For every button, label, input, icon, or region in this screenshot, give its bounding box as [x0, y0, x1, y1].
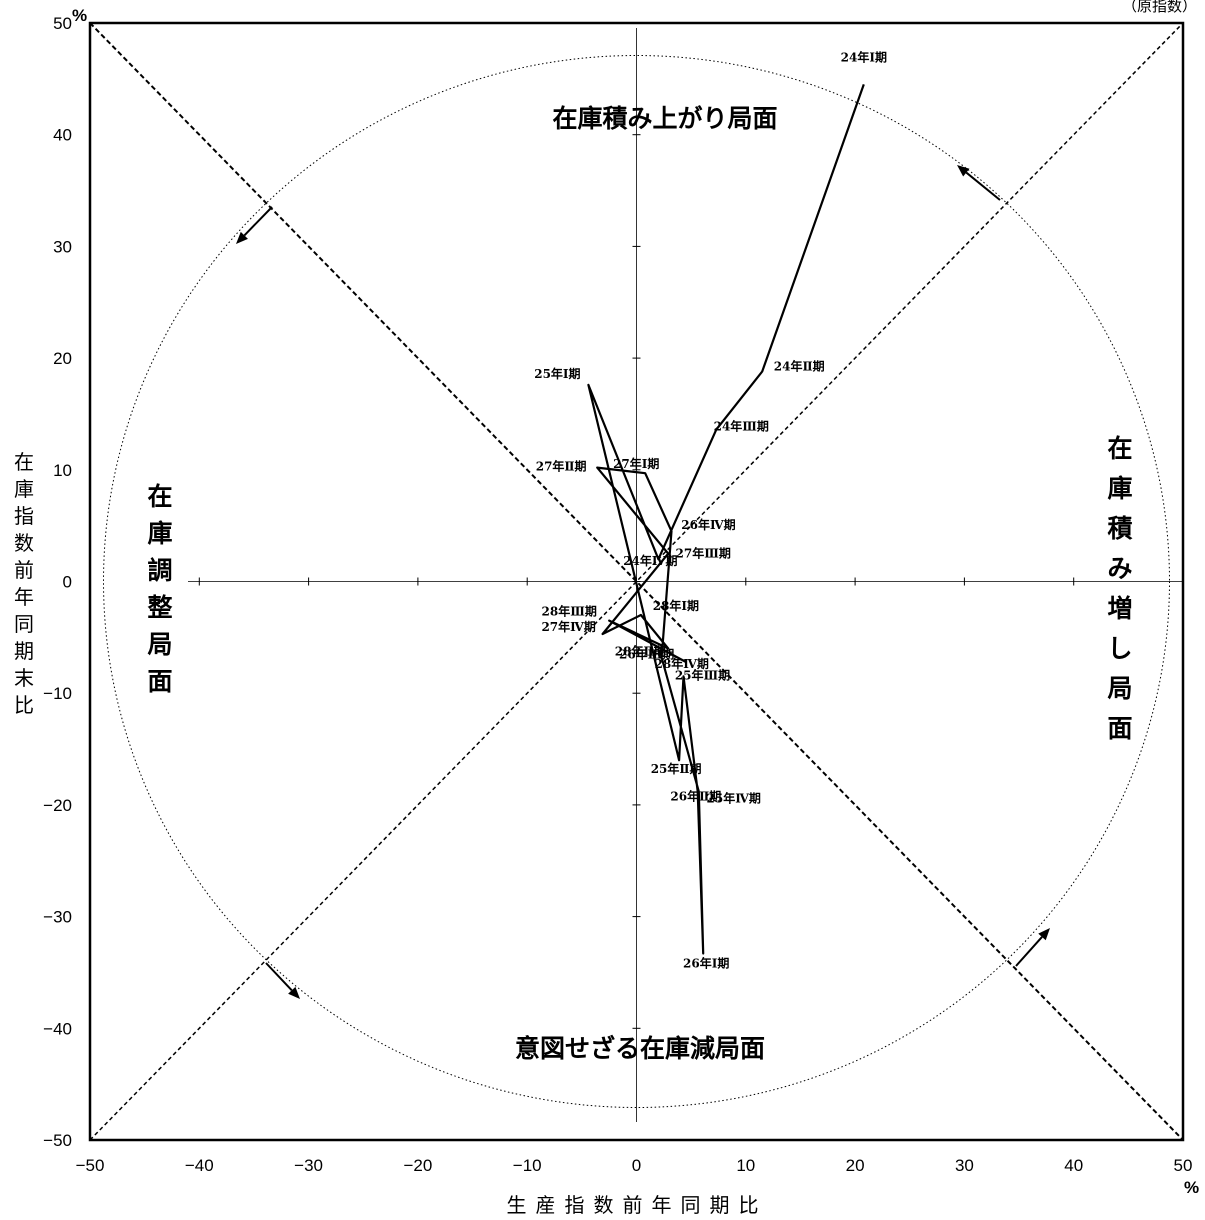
y-tick-label: −30 [43, 908, 72, 927]
x-unit-label: % [1184, 1178, 1199, 1197]
x-tick-label: −40 [185, 1156, 214, 1175]
y-unit-label: % [72, 6, 87, 25]
point-label: 26年Ⅰ期 [683, 955, 729, 970]
point-label: 24年Ⅱ期 [774, 359, 825, 374]
direction-arrow-4 [1015, 936, 1043, 967]
x-axis-title: 生産指数前年同期比 [507, 1193, 768, 1217]
y-tick-label: 10 [53, 461, 72, 480]
direction-arrowhead-3 [288, 986, 300, 999]
point-label: 28年Ⅰ期 [653, 598, 699, 613]
point-label: 25年Ⅱ期 [651, 761, 702, 776]
point-label: 27年Ⅲ期 [676, 546, 731, 561]
point-label: 24年Ⅳ期 [623, 553, 677, 568]
y-tick-label: −10 [43, 684, 72, 703]
point-label: 26年Ⅱ期 [670, 788, 721, 803]
point-label: 28年Ⅱ期 [615, 644, 666, 659]
x-tick-label: −20 [403, 1156, 432, 1175]
phase-label-bottom: 意図せざる在庫減局面 [515, 1034, 765, 1063]
point-label: 26年Ⅲ期 [619, 646, 674, 661]
axis-titles: 生産指数前年同期比 在庫指数前年同期末比 [14, 450, 768, 1217]
direction-arrow-3 [265, 962, 293, 991]
point-label: 24年Ⅲ期 [714, 419, 769, 434]
y-tick-label: 20 [53, 349, 72, 368]
y-axis-title: 在庫指数前年同期末比 [14, 450, 34, 717]
y-tick-label: −20 [43, 796, 72, 815]
point-label: 25年Ⅰ期 [534, 366, 580, 381]
x-tick-label: −50 [76, 1156, 105, 1175]
point-label: 28年Ⅳ期 [655, 656, 709, 671]
y-tick-label: 30 [53, 237, 72, 256]
x-tick-label: 0 [632, 1156, 641, 1175]
x-tick-label: 50 [1174, 1156, 1193, 1175]
point-label: 27年Ⅱ期 [536, 459, 587, 474]
phase-label-top: 在庫積み上がり局面 [552, 104, 777, 133]
direction-arrowhead-1 [957, 165, 970, 177]
phase-label-left: 在庫調整局面 [147, 482, 172, 696]
direction-arrow-1 [965, 171, 1001, 201]
reference-lines [89, 22, 1184, 1141]
y-tick-label: 40 [53, 126, 72, 145]
point-label: 25年Ⅲ期 [675, 667, 730, 682]
x-tick-label: −10 [513, 1156, 542, 1175]
y-tick-label: 0 [63, 573, 72, 592]
point-labels: 24年Ⅰ期 24年Ⅱ期 24年Ⅲ期 24年Ⅳ期 25年Ⅰ期 25年Ⅱ期 25年Ⅲ期 25年Ⅳ期… [534, 49, 887, 970]
direction-arrowhead-4 [1038, 928, 1050, 941]
x-tick-label: −30 [294, 1156, 323, 1175]
point-label: 28年Ⅲ期 [542, 604, 597, 619]
y-tick-label: −50 [43, 1131, 72, 1150]
point-label: 25年Ⅳ期 [707, 790, 761, 805]
phase-label-right: 在庫積み増し局面 [1107, 434, 1132, 743]
series-line [587, 84, 865, 955]
axis-ticks: −50 −40 −30 −20 −10 0 10 20 30 40 50 −50 −40 −30 −20 −1… [43, 6, 1199, 1197]
point-label: 27年Ⅳ期 [541, 619, 595, 634]
point-label: 26年Ⅳ期 [681, 517, 735, 532]
ref-line-pos-diagonal [89, 22, 1184, 1141]
x-tick-label: 30 [955, 1156, 974, 1175]
point-label: 27年Ⅰ期 [613, 456, 659, 471]
x-tick-label: 20 [846, 1156, 865, 1175]
point-label: 24年Ⅰ期 [841, 49, 887, 64]
x-tick-label: 40 [1064, 1156, 1083, 1175]
note-original-index: （原指数） [1122, 0, 1197, 15]
ref-line-neg-diagonal [89, 22, 1184, 1141]
y-tick-label: −40 [43, 1019, 72, 1038]
y-tick-label: 50 [53, 14, 72, 33]
direction-arrowhead-2 [236, 231, 248, 244]
series-path [587, 84, 865, 955]
direction-arrow-2 [243, 206, 273, 237]
x-tick-label: 10 [736, 1156, 755, 1175]
